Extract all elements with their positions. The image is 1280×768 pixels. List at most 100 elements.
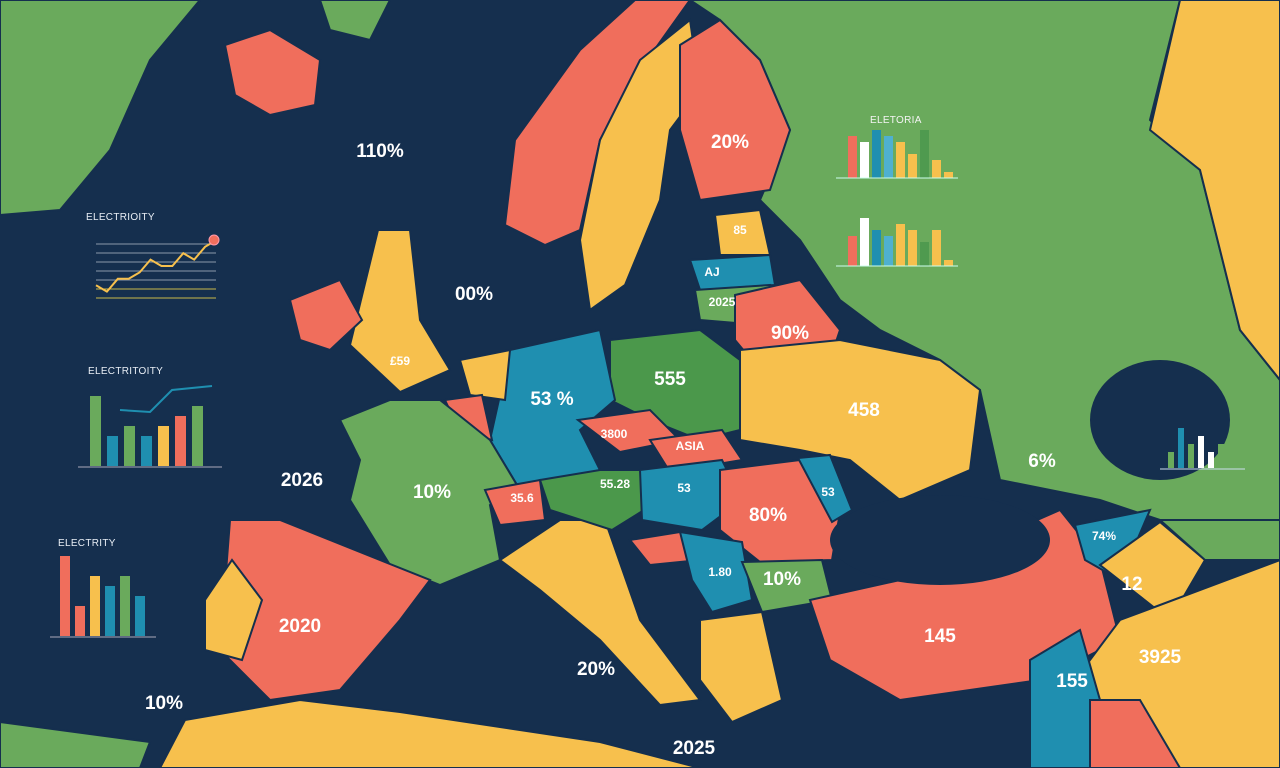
map-label-iran: 3925 xyxy=(1138,647,1182,668)
chart2-bar xyxy=(60,556,70,636)
chart-title-electricity-bar: ELECTRITOITY xyxy=(88,366,164,377)
map-label-czech: 3800 xyxy=(600,427,628,441)
chart-title-electricity-line: ELECTRIOITY xyxy=(86,212,155,223)
chart2-bar xyxy=(135,596,145,636)
black-sea xyxy=(830,495,1050,585)
map-label-romania: 80% xyxy=(748,505,788,526)
chart1-bar xyxy=(158,426,169,466)
map-label-spain: 2020 xyxy=(278,616,322,637)
chart3-bar xyxy=(920,130,929,178)
chart5-bar xyxy=(1178,428,1184,468)
caspian-sea xyxy=(1090,360,1230,480)
map-label-iraq: 155 xyxy=(1056,671,1088,692)
region-moldova xyxy=(796,453,854,524)
map-label-bulgaria: 10% xyxy=(762,569,802,590)
region-spain xyxy=(218,519,432,702)
map-label-baltic2: 2025 xyxy=(708,295,736,309)
chart1-bar xyxy=(107,436,118,466)
region-serbia xyxy=(678,530,754,614)
chart3-bar xyxy=(872,130,881,178)
chart4-bar xyxy=(872,230,881,266)
region-greece xyxy=(699,610,784,724)
chart4-bar xyxy=(860,218,869,266)
region-north-africa xyxy=(158,698,701,768)
map-label-belarus: 90% xyxy=(770,323,810,344)
chart5-bar xyxy=(1188,444,1194,468)
map-label-north_sea: 00% xyxy=(454,284,494,305)
map-label-uk: £59 xyxy=(389,354,411,368)
chart1-bar xyxy=(192,406,203,466)
chart4-bar xyxy=(884,236,893,266)
map-label-poland: 555 xyxy=(654,369,686,390)
chart2-bar xyxy=(90,576,100,636)
map-label-serbia: 1.80 xyxy=(708,565,732,579)
chart3-bar xyxy=(896,142,905,178)
map-label-moldova: 53 xyxy=(821,485,835,499)
chart2-bar xyxy=(75,606,85,636)
region-finland xyxy=(679,18,792,202)
map-label-italy: 20% xyxy=(576,659,616,680)
chart4-bar xyxy=(932,230,941,266)
map-label-austria: 55.28 xyxy=(599,477,631,491)
map-label-hungary: 53 xyxy=(677,481,691,495)
map-label-france: 10% xyxy=(412,482,452,503)
map-label-ukraine: 458 xyxy=(848,400,880,421)
region-iceland xyxy=(223,28,322,117)
map-label-caucasus2: 12 xyxy=(1121,574,1143,595)
region-benelux xyxy=(458,348,512,402)
chart1-bar xyxy=(90,396,101,466)
chart3-bar xyxy=(860,142,869,178)
chart1-bar xyxy=(124,426,135,466)
chart-title-eletoria: ELETORIA xyxy=(870,115,922,126)
region-italy xyxy=(498,519,702,707)
region-east-green xyxy=(1157,519,1280,561)
region-britain xyxy=(348,229,452,394)
map-label-caucasus: 74% xyxy=(1091,529,1117,543)
chart4-bar xyxy=(944,260,953,266)
chart1-bar xyxy=(141,436,152,466)
chart-title-electricity-bar2: ELECTRITY xyxy=(58,538,116,549)
chart4-bar xyxy=(908,230,917,266)
map-label-slovakia: ASIA xyxy=(675,439,705,453)
chart5-bar xyxy=(1168,452,1174,468)
region-greenland xyxy=(0,0,202,217)
map-label-germany: 53 % xyxy=(530,389,574,410)
chart3-bar xyxy=(884,136,893,178)
region-top-green xyxy=(318,0,392,42)
chart1-bar xyxy=(175,416,186,466)
chart4-bar xyxy=(920,242,929,266)
region-sw-green xyxy=(0,720,152,768)
chart3-bar xyxy=(848,136,857,178)
chart4-bar xyxy=(896,224,905,266)
region-arabia xyxy=(1089,699,1182,768)
chart5-bar xyxy=(1228,452,1234,468)
chart0-series-line xyxy=(95,239,217,293)
map-label-mediterranean: 2025 xyxy=(672,738,716,759)
chart3-bar xyxy=(932,160,941,178)
chart2-bar xyxy=(105,586,115,636)
chart5-bar xyxy=(1208,452,1214,468)
region-france xyxy=(338,399,522,587)
map-label-finland: 20% xyxy=(710,132,750,153)
map-label-turkey: 145 xyxy=(924,626,956,647)
chart4-bar xyxy=(848,236,857,266)
map-label-switzerland: 35.6 xyxy=(510,491,534,505)
chart2-bar xyxy=(120,576,130,636)
region-portugal xyxy=(204,558,264,662)
chart3-bar xyxy=(944,172,953,178)
map-label-southwest: 10% xyxy=(144,693,184,714)
chart5-bar xyxy=(1218,444,1224,468)
region-ireland xyxy=(288,278,364,352)
region-switzerland xyxy=(483,478,547,527)
region-east-yellow xyxy=(1148,0,1280,382)
map-label-iceland_sea: 110% xyxy=(356,141,404,162)
map-label-baltic3: AJ xyxy=(704,265,720,279)
region-ukraine xyxy=(739,338,982,502)
chart3-bar xyxy=(908,154,917,178)
map-label-baltic1: 85 xyxy=(733,223,747,237)
chart0-endpoint xyxy=(208,234,220,246)
map-label-russia: 6% xyxy=(1028,451,1056,472)
chart1-series-line xyxy=(119,385,213,414)
chart5-bar xyxy=(1198,436,1204,468)
